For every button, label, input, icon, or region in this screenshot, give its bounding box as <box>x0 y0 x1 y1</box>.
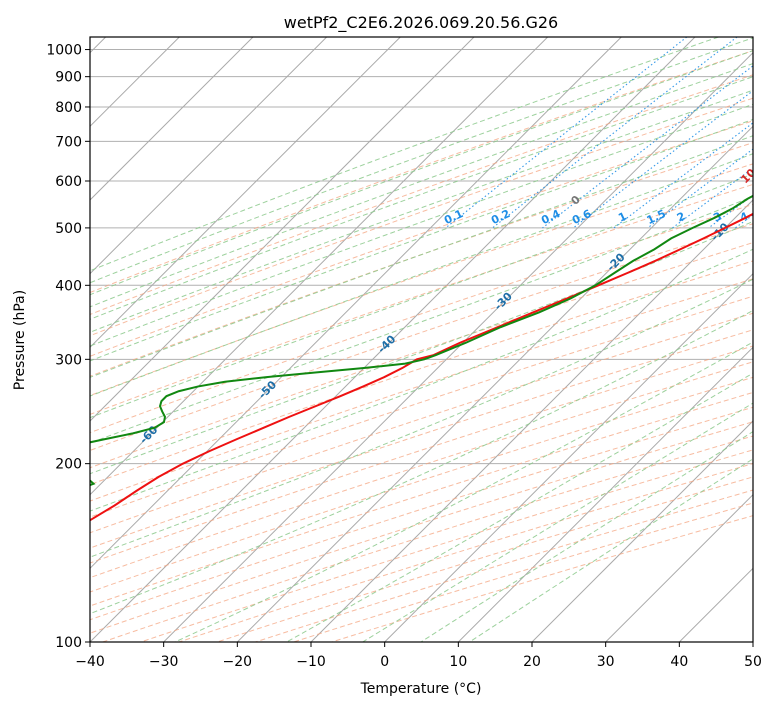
dry-adiabat-line <box>90 376 753 593</box>
isotherm-line <box>90 37 401 349</box>
isotherm-line <box>605 493 753 642</box>
moist-adiabat-line <box>90 173 753 419</box>
dry-adiabat-line <box>90 50 753 294</box>
dry-adiabat-line <box>90 295 753 518</box>
mixing-ratio-line <box>672 167 753 229</box>
x-axis-title: Temperature (°C) <box>360 681 482 697</box>
axes: −40 −30 −20 −10 0 10 20 30 40 50 100 200 300 400 500 60… <box>46 36 762 670</box>
dry-adiabat-line <box>90 345 753 564</box>
y-tick-label: 200 <box>55 457 82 473</box>
dry-adiabat-line <box>90 391 753 607</box>
isotherm-line <box>457 346 753 642</box>
plot-area: 0.10.20.40.611.52346810131620253036-100-… <box>90 37 753 642</box>
dry-adiabat-line <box>90 278 753 502</box>
moist-adiabat-line <box>90 37 753 284</box>
y-tick-label: 300 <box>55 352 82 368</box>
y-tick-label: 400 <box>55 278 82 294</box>
dry-adiabat-line <box>90 312 753 534</box>
dry-adiabat-line <box>90 242 753 469</box>
temperature-profile-line <box>90 212 753 522</box>
y-tick-label: 600 <box>55 174 82 190</box>
x-tick-label: 0 <box>380 654 389 670</box>
dry-adiabat-line <box>90 163 753 397</box>
y-tick-label: 100 <box>55 635 82 651</box>
y-tick-label: 900 <box>55 70 82 86</box>
x-tick-label: 50 <box>744 654 762 670</box>
dewpoint-profile-line <box>90 194 753 487</box>
moist-adiabat-line <box>90 278 753 558</box>
mixing-ratio-line <box>492 37 738 229</box>
y-axis-title: Pressure (hPa) <box>12 290 28 390</box>
plot-frame <box>89 36 754 643</box>
moist-adiabat-line <box>90 76 753 320</box>
y-tick-label: 1000 <box>46 43 82 59</box>
mixing-ratio-line <box>572 90 753 229</box>
isotherm-line <box>90 37 622 570</box>
dry-adiabat-line <box>90 97 753 337</box>
x-tick-label: 10 <box>449 654 467 670</box>
x-tick-label: −30 <box>149 654 179 670</box>
x-tick-label: 40 <box>670 654 688 670</box>
y-tick-label: 800 <box>55 100 82 116</box>
isotherm-line <box>531 420 753 642</box>
moist-adiabat-line <box>90 195 753 444</box>
y-tick-label: 700 <box>55 134 82 150</box>
isotherm-line <box>90 37 475 422</box>
mixing-ratio-line <box>542 65 753 229</box>
isotherm-line <box>90 37 696 642</box>
chart-title: wetPf2_C2E6.2026.069.20.56.G26 <box>284 13 558 33</box>
y-tick-label: 500 <box>55 221 82 237</box>
x-tick-label: −10 <box>296 654 326 670</box>
isotherm-line <box>310 199 753 642</box>
isotherm-line <box>236 125 753 642</box>
x-tick-label: −40 <box>75 654 105 670</box>
isotherm-line <box>384 272 753 642</box>
x-tick-label: 30 <box>597 654 615 670</box>
x-tick-label: 20 <box>523 654 541 670</box>
moist-adiabat-line <box>90 118 753 362</box>
isotherm-line <box>90 37 328 275</box>
isotherm-line <box>90 37 549 496</box>
moist-adiabat-line <box>174 341 753 642</box>
dry-adiabat-line <box>90 142 753 377</box>
isotherm-line <box>90 37 254 201</box>
moist-adiabat-line <box>90 103 753 347</box>
dry-adiabat-line <box>90 361 753 579</box>
dry-adiabat-line <box>90 329 753 549</box>
dry-adiabat-line <box>90 223 753 451</box>
x-tick-label: −20 <box>223 654 253 670</box>
dry-adiabat-line <box>90 203 753 434</box>
